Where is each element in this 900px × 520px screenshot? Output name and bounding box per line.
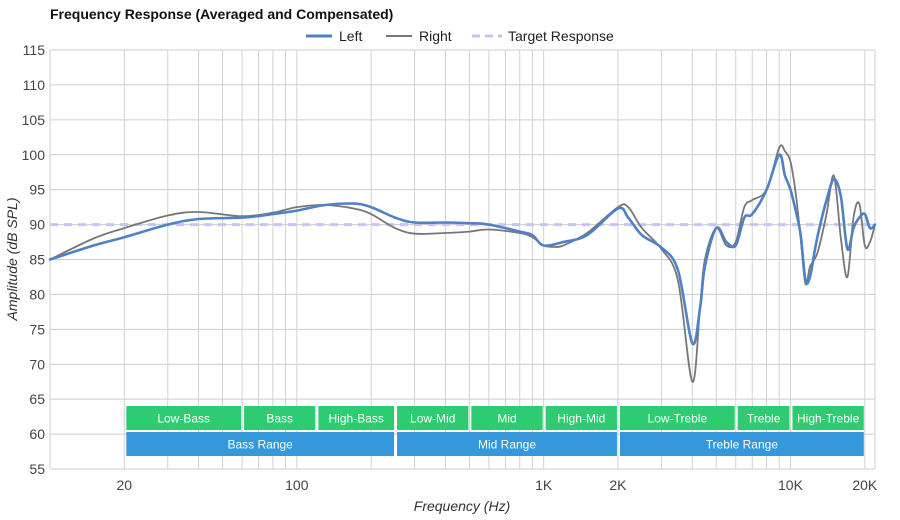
y-tick-label: 80 [29, 286, 45, 302]
band-low-mid [397, 406, 469, 430]
legend[interactable]: Left Right Target Response [306, 28, 614, 44]
x-tick-label: 1K [535, 477, 553, 493]
legend-label: Left [339, 28, 362, 44]
y-tick-label: 85 [29, 252, 45, 268]
band-high-bass [318, 406, 395, 430]
y-tick-label: 60 [29, 426, 45, 442]
y-tick-label: 70 [29, 356, 45, 372]
y-tick-label: 65 [29, 391, 45, 407]
y-axis-label: Amplitude (dB SPL) [4, 198, 20, 322]
band-label: High-Treble [797, 412, 860, 426]
band-treble [737, 406, 790, 430]
band-label: High-Bass [329, 412, 384, 426]
grid [49, 49, 876, 470]
band-label: Low-Mid [410, 412, 455, 426]
band-bass [244, 406, 316, 430]
series-line-left [48, 153, 877, 346]
x-axis-label: Frequency (Hz) [414, 498, 510, 514]
x-tick-label: 20 [117, 477, 133, 493]
legend-label: Right [419, 28, 452, 44]
y-tick-label: 105 [22, 112, 46, 128]
legend-item-right[interactable]: Right [386, 28, 452, 44]
x-tick-label: 100 [285, 477, 309, 493]
y-tick-label: 115 [23, 42, 46, 58]
band-mid-range [397, 432, 617, 456]
band-label: Bass Range [227, 438, 293, 452]
chart-title: Frequency Response (Averaged and Compens… [50, 6, 393, 22]
y-tick-label: 110 [23, 77, 46, 93]
band-treble-range [619, 432, 864, 456]
series-lines [48, 144, 877, 383]
band-label: Mid Range [478, 438, 536, 452]
band-label: Mid [497, 412, 516, 426]
y-tick-label: 90 [29, 217, 45, 233]
band-label: Treble [747, 412, 781, 426]
band-bass-range [126, 432, 395, 456]
y-tick-label: 100 [22, 147, 46, 163]
band-label: Bass [266, 412, 293, 426]
band-label: Treble Range [706, 438, 779, 452]
band-label: Low-Treble [648, 412, 708, 426]
band-mid [471, 406, 543, 430]
legend-item-left[interactable]: Left [306, 28, 362, 44]
band-low-bass [126, 406, 242, 430]
legend-label: Target Response [508, 28, 614, 44]
series-line-right [49, 144, 876, 383]
band-high-treble [792, 406, 864, 430]
band-low-treble [619, 406, 735, 430]
y-tick-label: 95 [29, 182, 45, 198]
x-tick-label: 20K [852, 477, 878, 493]
band-label: Low-Bass [157, 412, 210, 426]
frequency-bands: Low-Bass Bass High-Bass Low-Mid Mid High-Mid L… [126, 406, 864, 456]
x-tick-label: 2K [609, 477, 627, 493]
band-high-mid [545, 406, 617, 430]
band-label: High-Mid [557, 412, 605, 426]
x-tick-label: 10K [778, 477, 804, 493]
legend-item-target-response[interactable]: Target Response [472, 28, 614, 44]
axis-ticks: 55 60 65 70 75 80 85 90 95 100 105 110 115 20 100 1K 2K 1… [22, 42, 878, 493]
y-tick-label: 55 [29, 461, 45, 477]
y-tick-label: 75 [29, 321, 45, 337]
